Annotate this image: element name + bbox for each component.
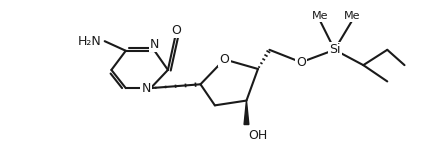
Text: N: N [150, 38, 159, 51]
Text: Si: Si [329, 43, 341, 56]
Text: H₂N: H₂N [78, 35, 102, 48]
Text: O: O [296, 56, 306, 69]
Polygon shape [244, 101, 249, 125]
Text: O: O [172, 24, 181, 37]
Text: O: O [220, 53, 229, 66]
Text: OH: OH [248, 129, 268, 142]
Text: Me: Me [312, 11, 329, 21]
Text: N: N [141, 82, 151, 95]
Text: Me: Me [343, 11, 360, 21]
